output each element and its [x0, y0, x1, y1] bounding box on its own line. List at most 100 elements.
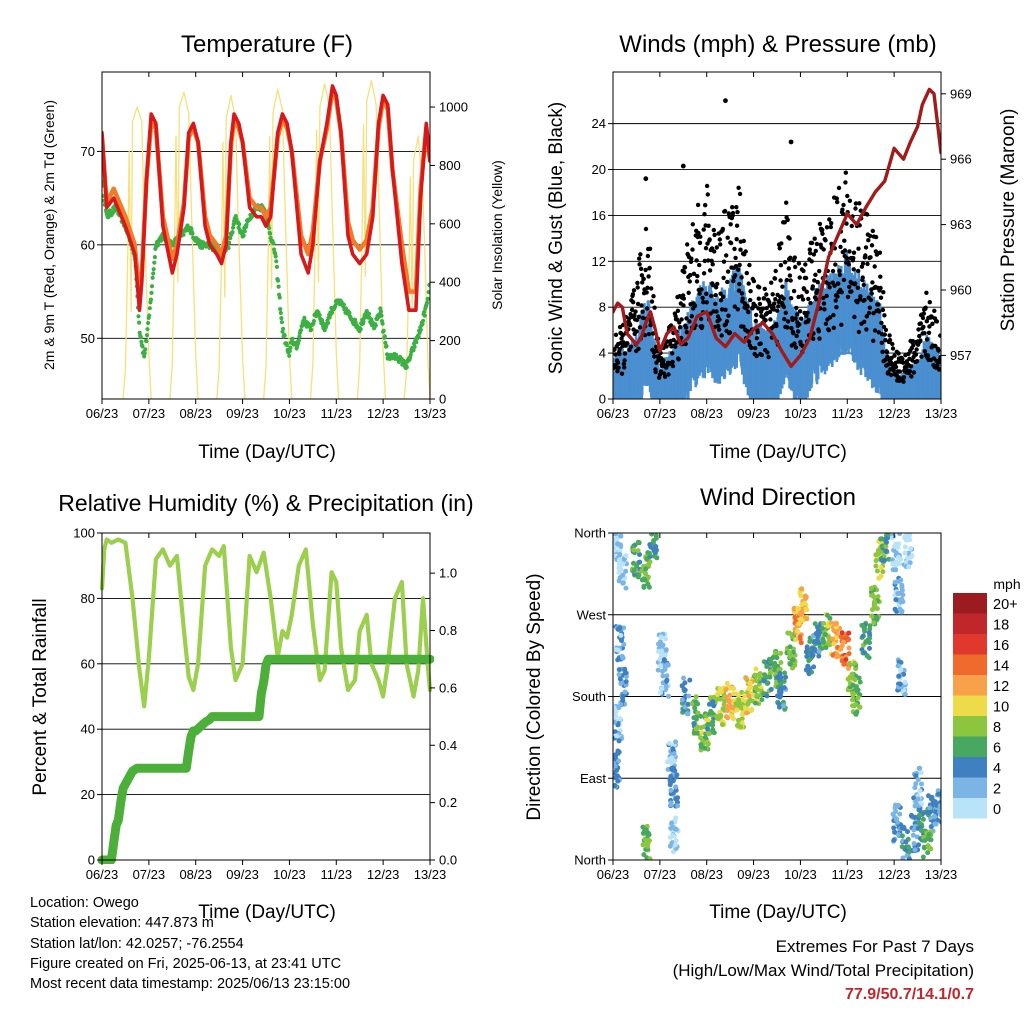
temperature-series — [102, 84, 430, 371]
gust-point — [925, 353, 931, 358]
direction-point — [805, 663, 811, 669]
y2-tick-label: 600 — [439, 216, 461, 231]
direction-point — [896, 673, 902, 679]
gust-point — [697, 291, 702, 296]
direction-point — [855, 695, 861, 701]
direction-point — [850, 692, 856, 698]
direction-point — [734, 707, 740, 713]
gust-point — [769, 280, 774, 285]
direction-point — [740, 712, 745, 718]
gust-point — [697, 262, 702, 268]
humidity-axes: 0 20 40 60 80 100 0.0 0.2 0.4 0.6 0.8 1.0 06/23 07/23… — [73, 526, 457, 883]
gust-point — [695, 202, 701, 208]
dewpoint-point — [422, 309, 427, 314]
gust-point — [864, 314, 869, 319]
gust-point — [692, 303, 698, 308]
direction-point — [905, 844, 911, 850]
direction-point — [658, 634, 664, 640]
direction-point — [746, 686, 752, 692]
dewpoint-point — [416, 334, 421, 339]
gust-point — [684, 330, 689, 335]
direction-point — [883, 549, 889, 554]
gust-point — [853, 206, 858, 211]
direction-point — [655, 667, 661, 673]
temperature-axes: 50 60 70 0 200 400 600 800 1000 06/23 07/23 08/23 09… — [81, 72, 468, 421]
direction-point — [912, 814, 918, 820]
dewpoint-point — [274, 259, 279, 264]
y-tick-label: 60 — [81, 237, 95, 252]
direction-point — [725, 715, 731, 721]
direction-point — [846, 651, 852, 657]
x-tick-label: 06/23 — [86, 406, 119, 421]
direction-point — [742, 693, 748, 699]
direction-point — [661, 657, 667, 663]
direction-point — [663, 647, 669, 653]
direction-point — [928, 837, 934, 843]
gust-point — [733, 273, 738, 278]
direction-point — [615, 657, 621, 663]
dewpoint-point — [136, 314, 141, 319]
direction-point — [664, 673, 670, 679]
gust-point — [705, 241, 710, 246]
gust-point — [628, 322, 633, 328]
direction-point — [896, 578, 902, 584]
gust-point — [763, 318, 768, 323]
dewpoint-point — [298, 328, 304, 333]
dewpoint-point — [279, 316, 284, 321]
direction-point — [815, 639, 821, 645]
direction-point — [916, 820, 922, 826]
direction-point — [618, 533, 624, 539]
gust-point — [704, 291, 709, 296]
gust-point — [714, 309, 719, 314]
gust-point — [806, 296, 811, 302]
gust-point — [733, 264, 739, 269]
y-tick-label: 12 — [592, 254, 606, 269]
gust-point — [713, 293, 718, 298]
dewpoint-point — [151, 267, 156, 272]
gust-point — [689, 256, 694, 261]
direction-point — [781, 703, 787, 709]
direction-point — [778, 689, 784, 695]
dewpoint-point — [381, 328, 386, 333]
gust-point — [921, 311, 926, 316]
gust-point — [893, 364, 899, 370]
gust-point — [748, 289, 753, 294]
direction-point — [613, 719, 617, 725]
gust-point — [879, 340, 884, 345]
gust-point — [911, 343, 916, 348]
dewpoint-point — [137, 320, 142, 325]
direction-point — [724, 703, 730, 709]
gust-point — [788, 139, 794, 145]
gust-point — [707, 237, 712, 242]
elevation-text: Station elevation: 447.873 m — [30, 915, 214, 932]
dewpoint-point — [273, 254, 278, 259]
x-tick-label: 08/23 — [179, 406, 212, 421]
gust-point — [865, 212, 870, 217]
dewpoint-point — [426, 290, 430, 295]
direction-point — [719, 722, 725, 728]
direction-point — [907, 560, 913, 566]
direction-point — [917, 807, 923, 813]
dewpoint-point — [242, 229, 247, 234]
gust-point — [701, 300, 706, 305]
dewpoint-point — [148, 297, 153, 302]
gust-point — [767, 309, 773, 315]
direction-point — [669, 760, 675, 766]
gust-point — [851, 250, 857, 255]
gust-point — [646, 274, 651, 279]
dewpoint-point — [144, 333, 150, 338]
direction-point — [616, 667, 622, 673]
gust-point — [685, 242, 690, 247]
direction-point — [839, 630, 845, 636]
gust-point — [709, 293, 714, 299]
direction-point — [739, 716, 745, 722]
direction-point — [928, 824, 934, 830]
direction-point — [874, 568, 880, 574]
gust-point — [617, 347, 622, 352]
y-tick-label: North — [574, 853, 606, 868]
dewpoint-point — [189, 226, 194, 231]
x-tick-label: 13/23 — [414, 867, 447, 882]
direction-point — [905, 555, 911, 561]
gust-point — [827, 217, 832, 222]
